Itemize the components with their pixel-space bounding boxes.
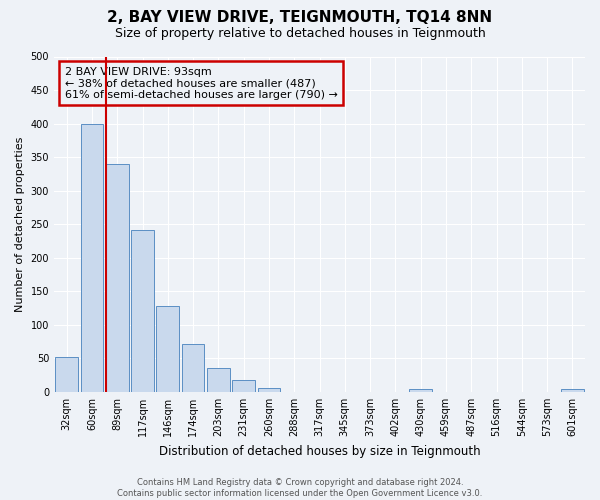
Text: 2, BAY VIEW DRIVE, TEIGNMOUTH, TQ14 8NN: 2, BAY VIEW DRIVE, TEIGNMOUTH, TQ14 8NN [107, 10, 493, 25]
Text: 2 BAY VIEW DRIVE: 93sqm
← 38% of detached houses are smaller (487)
61% of semi-d: 2 BAY VIEW DRIVE: 93sqm ← 38% of detache… [65, 66, 338, 100]
Bar [207, 368, 230, 392]
Y-axis label: Number of detached properties: Number of detached properties [15, 136, 25, 312]
X-axis label: Distribution of detached houses by size in Teignmouth: Distribution of detached houses by size … [159, 444, 481, 458]
Text: Contains HM Land Registry data © Crown copyright and database right 2024.
Contai: Contains HM Land Registry data © Crown c… [118, 478, 482, 498]
Bar [157, 306, 179, 392]
Bar [131, 230, 154, 392]
Bar [232, 380, 255, 392]
Text: Size of property relative to detached houses in Teignmouth: Size of property relative to detached ho… [115, 28, 485, 40]
Bar [409, 388, 432, 392]
Bar [257, 388, 280, 392]
Bar [561, 388, 584, 392]
Bar [55, 357, 78, 392]
Bar [182, 344, 205, 392]
Bar [80, 124, 103, 392]
Bar [106, 164, 128, 392]
